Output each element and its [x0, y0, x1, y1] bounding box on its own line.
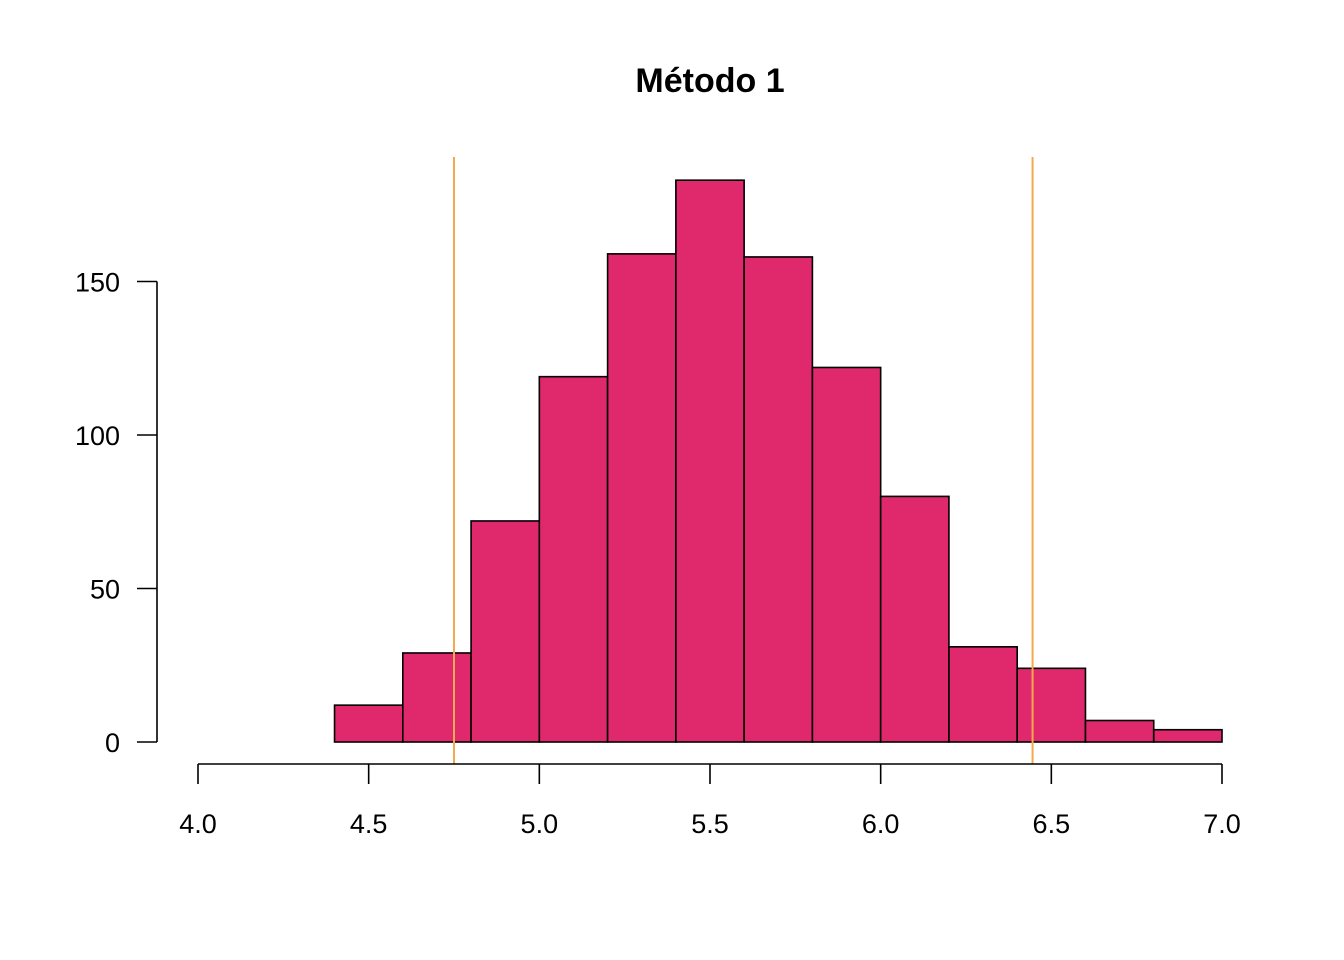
histogram-bar-10	[1016, 667, 1087, 743]
bars-group	[333, 179, 1223, 743]
histogram-bar-5	[675, 179, 745, 743]
x-tick-label-4: 6.0	[862, 809, 900, 839]
chart-title: Método 1	[635, 62, 784, 100]
histogram-bar-2	[470, 520, 541, 743]
x-tick-label-3: 5.5	[691, 809, 729, 839]
x-tick-label-2: 5.0	[521, 809, 559, 839]
histogram-bar-1	[401, 652, 472, 743]
reference-lines-group	[453, 157, 1034, 764]
x-tick-label-6: 7.0	[1203, 809, 1241, 839]
y-tick-label-1: 50	[90, 575, 120, 605]
histogram-bar-7	[811, 366, 882, 743]
histogram-bar-4	[606, 253, 677, 743]
y-axis: 0 50 100 150	[75, 268, 158, 758]
histogram-bar-11	[1084, 719, 1155, 743]
histogram-bar-0	[333, 704, 404, 743]
histogram-bar-8	[879, 495, 950, 743]
y-tick-label-3: 150	[75, 268, 120, 298]
y-tick-label-0: 0	[105, 728, 120, 758]
x-axis: 4.0 4.5 5.0 5.5 6.0 6.5 7.0	[179, 763, 1241, 839]
histogram-bar-9	[948, 646, 1019, 743]
x-tick-label-0: 4.0	[179, 809, 217, 839]
x-tick-label-1: 4.5	[350, 809, 388, 839]
histogram-bar-3	[538, 375, 609, 743]
y-tick-label-2: 100	[75, 421, 120, 451]
histogram-bar-6	[743, 256, 814, 743]
x-tick-label-5: 6.5	[1033, 809, 1071, 839]
histogram-bar-12	[1152, 728, 1223, 743]
